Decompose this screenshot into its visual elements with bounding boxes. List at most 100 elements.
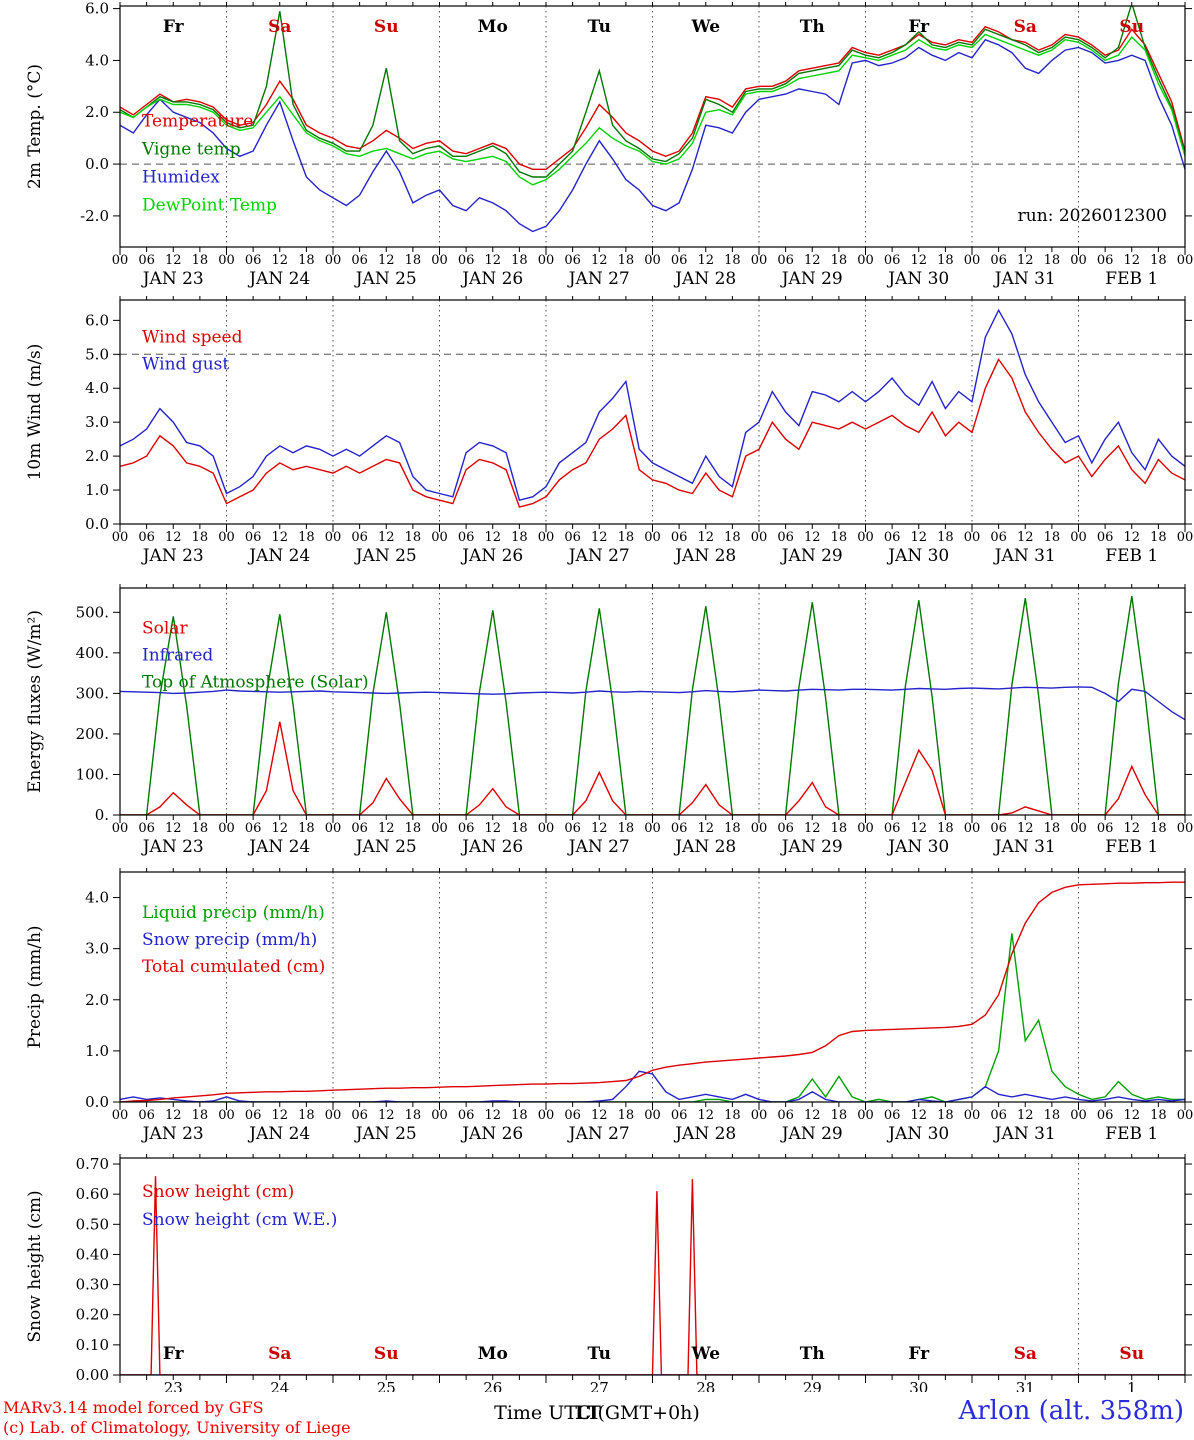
- svg-text:12: 12: [165, 1108, 182, 1123]
- svg-text:12: 12: [378, 530, 395, 545]
- svg-text:18: 18: [937, 530, 954, 545]
- svg-text:26: 26: [483, 1379, 502, 1392]
- svg-text:18: 18: [618, 253, 635, 268]
- svg-text:12: 12: [697, 821, 714, 836]
- svg-text:06: 06: [884, 530, 901, 545]
- svg-text:12: 12: [378, 1108, 395, 1123]
- svg-text:12: 12: [591, 253, 608, 268]
- svg-text:18: 18: [724, 253, 741, 268]
- svg-text:0.10: 0.10: [76, 1336, 109, 1354]
- svg-text:0.60: 0.60: [76, 1185, 109, 1203]
- svg-text:06: 06: [884, 1108, 901, 1123]
- svg-text:06: 06: [245, 821, 262, 836]
- svg-text:JAN 30: JAN 30: [886, 837, 949, 857]
- svg-text:12: 12: [804, 1108, 821, 1123]
- svg-text:00: 00: [644, 530, 661, 545]
- svg-text:FEB 1: FEB 1: [1105, 269, 1158, 289]
- svg-text:Solar: Solar: [142, 618, 188, 638]
- svg-text:18: 18: [618, 821, 635, 836]
- svg-text:12: 12: [165, 253, 182, 268]
- svg-text:JAN 30: JAN 30: [886, 1124, 949, 1144]
- svg-text:30: 30: [909, 1379, 928, 1392]
- svg-text:0.0: 0.0: [85, 155, 109, 173]
- svg-text:12: 12: [697, 530, 714, 545]
- svg-text:JAN 26: JAN 26: [460, 546, 523, 566]
- svg-text:12: 12: [910, 1108, 927, 1123]
- svg-text:1.0: 1.0: [85, 481, 109, 499]
- svg-text:300.: 300.: [76, 684, 109, 702]
- svg-text:JAN 25: JAN 25: [354, 837, 417, 857]
- svg-text:JAN 26: JAN 26: [460, 269, 523, 289]
- svg-text:JAN 31: JAN 31: [993, 837, 1056, 857]
- svg-text:18: 18: [618, 1108, 635, 1123]
- model-credit-line1: MARv3.14 model forced by GFS: [3, 1398, 264, 1417]
- svg-text:12: 12: [1123, 530, 1140, 545]
- svg-text:12: 12: [697, 253, 714, 268]
- svg-text:00: 00: [857, 253, 874, 268]
- svg-text:12: 12: [378, 821, 395, 836]
- svg-text:JAN 31: JAN 31: [993, 546, 1056, 566]
- svg-text:06: 06: [671, 1108, 688, 1123]
- svg-text:Tu: Tu: [588, 17, 611, 37]
- svg-text:12: 12: [271, 530, 288, 545]
- station-label: Arlon (alt. 358m): [958, 1396, 1184, 1426]
- svg-text:06: 06: [777, 530, 794, 545]
- svg-text:JAN 28: JAN 28: [673, 837, 736, 857]
- svg-text:06: 06: [138, 530, 155, 545]
- svg-text:Sa: Sa: [268, 1344, 291, 1364]
- svg-text:Tu: Tu: [588, 1344, 611, 1364]
- svg-text:00: 00: [751, 530, 768, 545]
- svg-text:JAN 31: JAN 31: [993, 1124, 1056, 1144]
- svg-text:Liquid precip (mm/h): Liquid precip (mm/h): [142, 903, 325, 923]
- svg-text:06: 06: [990, 253, 1007, 268]
- svg-text:06: 06: [1097, 821, 1114, 836]
- svg-text:18: 18: [1150, 821, 1167, 836]
- svg-text:18: 18: [831, 253, 848, 268]
- svg-text:00: 00: [112, 1108, 129, 1123]
- svg-text:18: 18: [192, 821, 209, 836]
- svg-text:2.0: 2.0: [85, 103, 109, 121]
- svg-text:18: 18: [511, 1108, 528, 1123]
- svg-text:JAN 29: JAN 29: [780, 546, 843, 566]
- svg-text:Su: Su: [1119, 1344, 1144, 1364]
- svg-text:Temperature: Temperature: [142, 112, 253, 132]
- svg-text:18: 18: [298, 1108, 315, 1123]
- svg-text:00: 00: [644, 821, 661, 836]
- svg-text:00: 00: [325, 253, 342, 268]
- time-axis-label: Time UTC (GMT+0h): [494, 1402, 700, 1424]
- svg-text:4.0: 4.0: [85, 379, 109, 397]
- svg-text:JAN 25: JAN 25: [354, 1124, 417, 1144]
- svg-text:06: 06: [458, 530, 475, 545]
- svg-text:18: 18: [298, 253, 315, 268]
- svg-text:06: 06: [351, 530, 368, 545]
- svg-text:12: 12: [1017, 1108, 1034, 1123]
- svg-text:Sa: Sa: [1014, 1344, 1037, 1364]
- svg-text:JAN 30: JAN 30: [886, 546, 949, 566]
- svg-text:JAN 29: JAN 29: [780, 269, 843, 289]
- svg-text:18: 18: [937, 253, 954, 268]
- svg-text:06: 06: [777, 821, 794, 836]
- svg-text:Fr: Fr: [163, 1344, 185, 1364]
- svg-text:12: 12: [591, 821, 608, 836]
- svg-text:00: 00: [857, 530, 874, 545]
- svg-text:12: 12: [1123, 253, 1140, 268]
- svg-text:00: 00: [1070, 1108, 1087, 1123]
- svg-text:18: 18: [937, 1108, 954, 1123]
- svg-text:06: 06: [884, 821, 901, 836]
- svg-text:00: 00: [751, 1108, 768, 1123]
- svg-text:200.: 200.: [76, 725, 109, 743]
- svg-text:JAN 25: JAN 25: [354, 269, 417, 289]
- svg-text:18: 18: [1150, 530, 1167, 545]
- svg-text:12: 12: [591, 1108, 608, 1123]
- svg-text:18: 18: [298, 821, 315, 836]
- svg-text:23: 23: [164, 1379, 183, 1392]
- svg-text:Snow height (cm): Snow height (cm): [142, 1182, 294, 1202]
- svg-text:06: 06: [351, 821, 368, 836]
- svg-text:00: 00: [538, 821, 555, 836]
- svg-text:06: 06: [351, 253, 368, 268]
- meteogram-chart: 00 06 12 18 00 06 12 18 00 06 12 18 00 06 12 18 00 06 12 18…: [25, 0, 1193, 1392]
- svg-text:06: 06: [990, 821, 1007, 836]
- svg-text:JAN 31: JAN 31: [993, 269, 1056, 289]
- svg-text:0.70: 0.70: [76, 1155, 109, 1173]
